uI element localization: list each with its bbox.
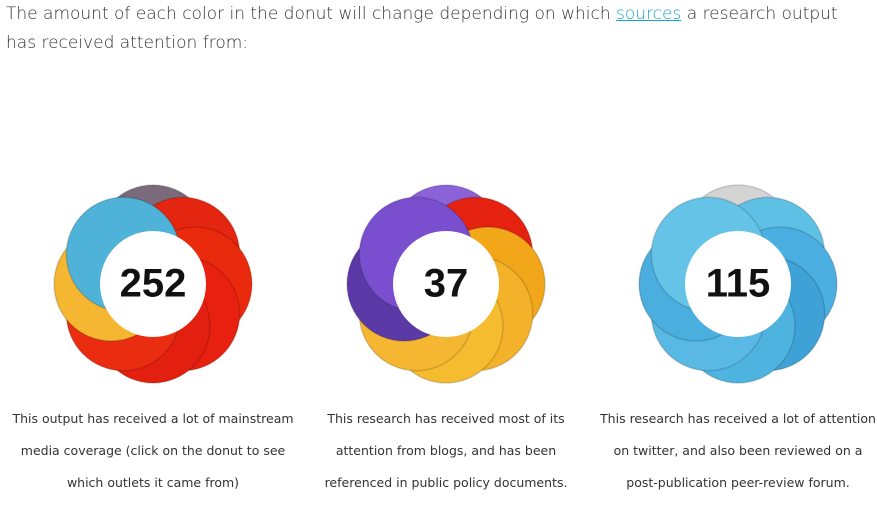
- sources-link[interactable]: sources: [616, 4, 682, 24]
- caption-line: which outlets it came from): [67, 475, 239, 490]
- score: 115: [706, 262, 771, 306]
- donut[interactable]: 115: [638, 184, 838, 384]
- caption-line: on twitter, and also been reviewed on a: [614, 443, 863, 458]
- score: 252: [120, 262, 187, 306]
- caption-line: post-publication peer-review forum.: [626, 475, 849, 490]
- intro: The amount of each color in the donut wi…: [6, 0, 871, 58]
- caption-line: media coverage (click on the donut to se…: [21, 443, 286, 458]
- score: 37: [424, 262, 469, 306]
- caption-line: This research has received a lot of atte…: [599, 411, 876, 426]
- intro-text: The amount of each color in the donut wi…: [6, 4, 611, 24]
- donut[interactable]: 252: [53, 184, 253, 384]
- donut[interactable]: 37: [346, 184, 546, 384]
- donut-center: [393, 231, 499, 337]
- caption-line: This research has received most of its: [326, 411, 564, 426]
- donut-center: [100, 231, 206, 337]
- donut-center: [685, 231, 791, 337]
- caption-line: referenced in public policy documents.: [325, 475, 568, 490]
- caption-line: This output has received a lot of mainst…: [11, 411, 293, 426]
- intro-text: a research output has received attention…: [6, 4, 838, 53]
- caption-line: attention from blogs, and has been: [336, 443, 556, 458]
